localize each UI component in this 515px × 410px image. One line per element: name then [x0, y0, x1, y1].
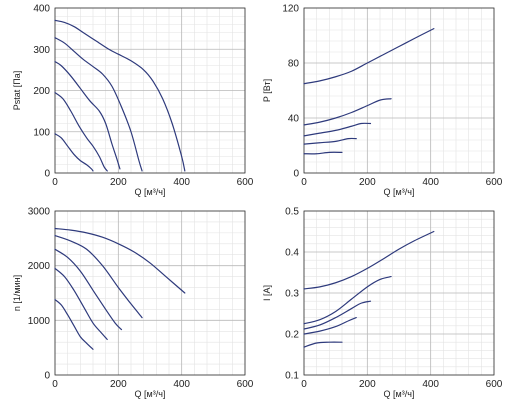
series-line-3	[54, 248, 123, 331]
panel-power: 0 200 400 600 0 40 80 120 Q [м³/ч] P [Вт]	[262, 4, 503, 198]
series-line-1	[303, 230, 435, 290]
series-line-5	[303, 341, 343, 348]
y-tick-label: 0	[293, 169, 299, 180]
series-line-2	[54, 235, 143, 319]
plot-frame	[303, 210, 495, 376]
y-axis-label: Pstat [Па]	[12, 71, 22, 111]
series-line-3	[303, 122, 372, 137]
series-line-4	[303, 137, 357, 145]
curves	[54, 227, 186, 350]
x-tick-label: 0	[301, 379, 307, 390]
y-tick-label: 0.4	[285, 248, 299, 259]
y-axis-label: I [A]	[262, 285, 272, 301]
curves	[303, 230, 435, 348]
series-line-1	[303, 28, 435, 85]
x-tick-label: 0	[52, 177, 58, 188]
series-line-1	[54, 19, 186, 172]
plot-frame	[54, 210, 246, 376]
x-tick-label: 200	[359, 177, 376, 188]
plot-area	[304, 8, 494, 173]
x-axis-label: Q [м³/ч]	[384, 389, 415, 399]
series-line-5	[54, 133, 94, 172]
x-tick-label: 0	[301, 177, 307, 188]
plot-frame	[54, 7, 246, 174]
x-tick-label: 400	[173, 177, 190, 188]
series-line-4	[54, 91, 108, 172]
series-line-2	[54, 37, 143, 172]
x-tick-label: 400	[422, 379, 439, 390]
y-tick-label: 0.3	[285, 289, 299, 300]
y-tick-label: 2000	[28, 261, 51, 272]
plot-frame	[303, 7, 495, 174]
y-tick-label: 200	[33, 86, 50, 97]
curves	[54, 19, 186, 172]
y-axis-label: n [1/мин]	[12, 275, 22, 311]
y-tick-label: 100	[33, 127, 50, 138]
x-tick-label: 600	[237, 379, 254, 390]
x-tick-label: 600	[237, 177, 254, 188]
plot-area	[55, 211, 245, 375]
minor-grid	[304, 8, 494, 173]
series-line-3	[303, 300, 372, 330]
series-line-5	[54, 298, 94, 350]
series-line-4	[303, 317, 357, 335]
y-tick-label: 0	[44, 169, 50, 180]
x-axis-label: Q [м³/ч]	[135, 389, 166, 399]
x-tick-label: 200	[110, 379, 127, 390]
x-tick-label: 600	[486, 379, 503, 390]
y-tick-label: 1000	[28, 316, 51, 327]
y-axis-label: P [Вт]	[262, 79, 272, 102]
curves	[303, 28, 435, 155]
y-tick-label: 0.2	[285, 330, 299, 341]
y-tick-label: 0	[44, 371, 50, 382]
y-tick-label: 80	[288, 59, 300, 70]
x-tick-label: 400	[422, 177, 439, 188]
y-tick-label: 400	[33, 4, 50, 15]
y-tick-label: 300	[33, 45, 50, 56]
x-tick-label: 200	[110, 177, 127, 188]
x-tick-label: 0	[52, 379, 58, 390]
y-tick-label: 0.5	[285, 207, 299, 218]
series-line-3	[54, 61, 121, 170]
panel-pstat: 0 200 400 600 0 100 200 300 400 Q [м³/ч] Pstat [Па…	[12, 4, 254, 198]
x-tick-label: 200	[359, 379, 376, 390]
y-tick-label: 3000	[28, 207, 51, 218]
series-line-1	[54, 227, 186, 294]
series-line-5	[303, 151, 343, 155]
x-tick-label: 400	[173, 379, 190, 390]
y-tick-label: 120	[282, 4, 299, 15]
x-tick-label: 600	[486, 177, 503, 188]
series-line-2	[303, 276, 392, 325]
x-axis-label: Q [м³/ч]	[135, 187, 166, 197]
y-tick-label: 0.1	[285, 371, 299, 382]
panel-speed: 0 200 400 600 0 1000 2000 3000 Q [м³/ч] n [1/мин]	[12, 207, 254, 400]
y-tick-label: 40	[288, 114, 300, 125]
minor-grid	[55, 211, 245, 375]
x-axis-label: Q [м³/ч]	[384, 187, 415, 197]
series-line-2	[303, 98, 392, 126]
panel-current: 0 200 400 600 0.1 0.2 0.3 0.4 0.5 Q [м³/ч] I [A]	[262, 207, 503, 400]
series-line-4	[54, 267, 108, 341]
